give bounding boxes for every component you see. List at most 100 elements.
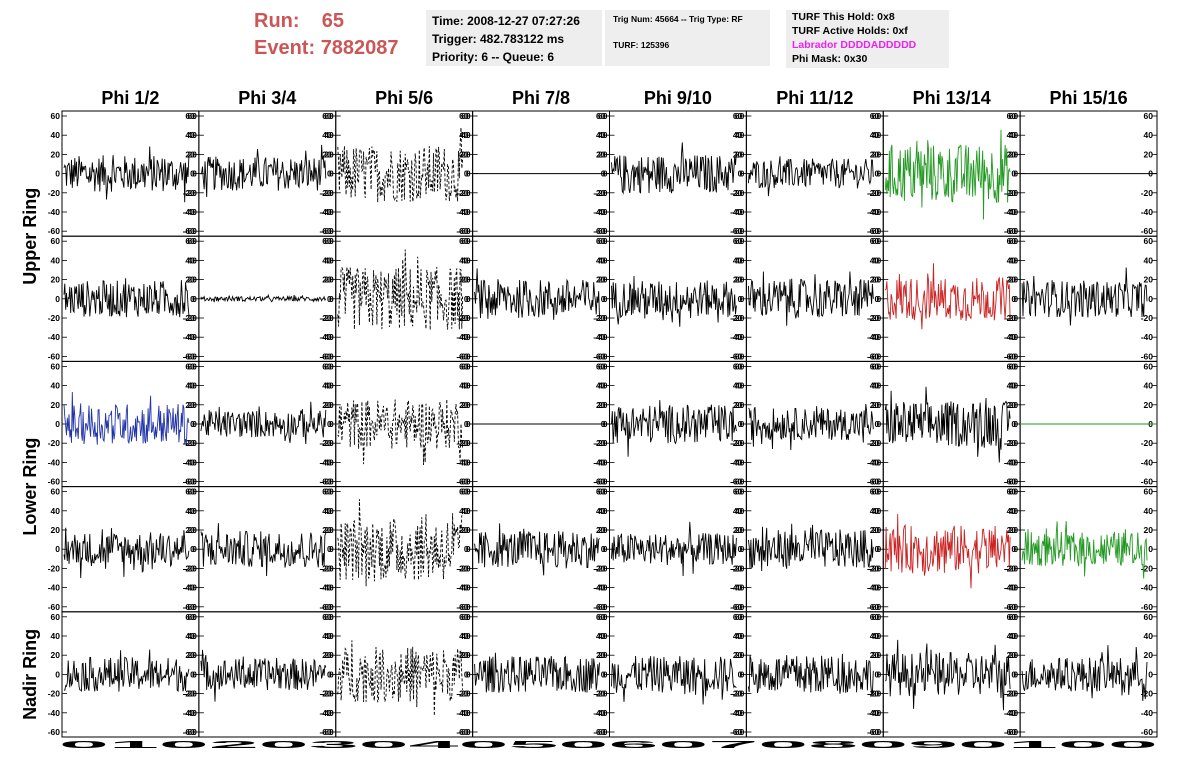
waveform-trace [337,249,464,331]
y-tick-label: 40 [1144,506,1154,516]
y-tick-label: -60 [185,351,198,361]
y-tick-label: 60 [185,236,195,246]
y-tick-label: 0 [738,544,743,554]
y-tick-label: 60 [733,111,743,121]
y-tick-label: 60 [1144,487,1154,497]
y-tick-label: -40 [185,457,198,467]
y-tick-label: 20 [324,275,334,285]
y-tick-label: 20 [187,275,197,285]
y-tick-label: -40 [1141,708,1154,718]
y-tick-label: 40 [598,506,608,516]
y-tick-label: 40 [187,631,197,641]
y-tick-label: -20 [185,563,198,573]
y-tick-label: -20 [867,689,880,699]
y-tick-label: 40 [1144,255,1154,265]
event-value: 7882087 [320,37,399,59]
y-tick-label: 60 [596,236,606,246]
y-tick-label: 60 [735,361,745,371]
y-tick-label: -20 [183,563,196,573]
y-tick-label: 0 [1148,294,1153,304]
y-tick-label: -60 [730,351,743,361]
y-tick-label: 40 [872,130,882,140]
waveform-trace [611,275,737,327]
panel-frame [61,110,200,237]
y-tick-label: -20 [321,188,334,198]
y-tick-label: 20 [461,525,471,535]
y-tick-label: -20 [319,438,332,448]
y-tick-label: -20 [869,313,882,323]
y-tick-label: 20 [1009,275,1019,285]
y-tick-label: 40 [187,130,197,140]
y-tick-label: 20 [598,525,608,535]
y-tick-label: -40 [732,457,745,467]
y-tick-label: 40 [322,506,332,516]
y-tick-label: 20 [187,149,197,159]
y-tick-label: -40 [185,583,198,593]
y-tick-label: 40 [872,381,882,391]
y-tick-label: -60 [867,226,880,236]
y-tick-label: -60 [48,477,61,487]
y-tick-label: 40 [870,130,880,140]
y-tick-label: -20 [730,313,743,323]
y-tick-label: -40 [730,583,743,593]
y-tick-label: -40 [1004,207,1017,217]
y-tick-label: -40 [869,207,882,217]
y-tick-label: -60 [1004,602,1017,612]
y-tick-label: -60 [458,226,471,236]
y-tick-label: 40 [735,130,745,140]
waveform-trace [63,527,190,579]
waveform-trace [884,263,1011,330]
y-tick-label: -40 [456,457,469,467]
y-tick-label: 60 [1007,361,1017,371]
y-tick-label: 40 [870,506,880,516]
y-tick-label: -20 [867,188,880,198]
y-tick-label: -60 [730,602,743,612]
y-tick-label: 20 [187,650,197,660]
y-tick-label: 40 [459,381,469,391]
y-tick-label: -60 [732,351,745,361]
y-tick-label: -60 [185,477,198,487]
y-tick-label: 40 [596,631,606,641]
y-tick-label: 20 [735,525,745,535]
y-tick-label: 40 [596,506,606,516]
y-tick-label: -20 [1141,689,1154,699]
y-tick-label: -20 [730,689,743,699]
y-tick-label: -60 [1141,602,1154,612]
y-tick-label: 40 [459,130,469,140]
y-tick-label: 40 [1007,631,1017,641]
y-tick-label: -40 [867,583,880,593]
y-tick-label: 40 [596,255,606,265]
y-tick-label: -40 [730,457,743,467]
y-tick-label: -20 [1006,438,1019,448]
y-tick-label: -60 [458,477,471,487]
y-tick-label: -60 [458,727,471,737]
y-tick-label: 40 [733,506,743,516]
y-tick-label: -60 [869,226,882,236]
row-label: Nadir Ring [20,629,40,720]
y-tick-label: 20 [322,275,332,285]
y-tick-label: 40 [733,130,743,140]
panel-frame [1019,611,1158,738]
y-tick-label: -40 [593,457,606,467]
y-tick-label: 20 [51,525,61,535]
y-tick-label: 0 [329,169,334,179]
y-tick-label: 20 [735,650,745,660]
y-tick-label: -20 [48,438,61,448]
y-tick-label: 0 [601,669,606,679]
y-tick-label: -40 [458,207,471,217]
y-tick-label: -60 [456,351,469,361]
y-tick-label: -60 [869,727,882,737]
y-tick-label: 0 [740,294,745,304]
y-tick-label: 60 [187,236,197,246]
y-tick-label: 0 [603,669,608,679]
